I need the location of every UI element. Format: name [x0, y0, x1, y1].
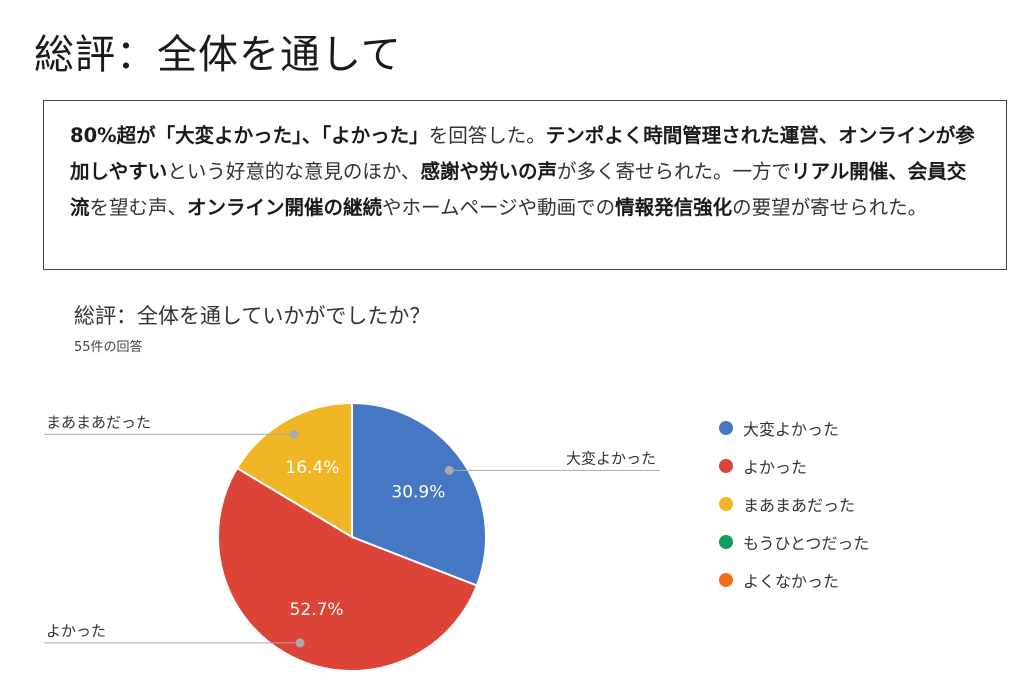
legend-label: まあまあだった: [743, 496, 856, 515]
summary-text: 80%超が「大変よかった」、「よかった」を回答した。テンポよく時間管理された運営…: [70, 124, 975, 219]
legend-swatch: [719, 535, 733, 549]
summary-segment: の要望が寄せられた。: [732, 196, 928, 219]
summary-segment: という好意的な意見のほか、: [167, 160, 421, 183]
legend-item: もうひとつだった: [719, 523, 869, 561]
callout-label: まあまあだった: [46, 413, 151, 431]
summary-emphasis: テンポよく時間管理された運営、オンラインが参加しやすい: [70, 124, 975, 183]
slice-percent-label: 30.9%: [391, 483, 445, 503]
legend-item: まあまあだった: [719, 485, 869, 523]
summary-box: 80%超が「大変よかった」、「よかった」を回答した。テンポよく時間管理された運営…: [43, 100, 1007, 270]
legend-label: よかった: [743, 458, 808, 477]
slice-percent-label: 52.7%: [290, 600, 344, 620]
legend-label: もうひとつだった: [743, 534, 870, 553]
callout-dot: [295, 638, 305, 648]
slice-percent-label: 16.4%: [285, 458, 339, 478]
pie-slice: [351, 401, 487, 587]
summary-segment: を望む声、: [89, 196, 188, 219]
summary-segment: を回答した。: [428, 124, 546, 147]
pie-slice: [217, 466, 479, 672]
legend-label: よくなかった: [743, 572, 840, 591]
legend-swatch: [719, 497, 733, 511]
legend-item: よくなかった: [719, 561, 869, 599]
legend-item: よかった: [719, 447, 869, 485]
summary-segment: が多く寄せられた。一方で: [556, 160, 791, 183]
legend-swatch: [719, 421, 733, 435]
callout-label: 大変よかった: [566, 449, 656, 467]
page-title: 総評：全体を通して: [34, 32, 402, 78]
pie-slice: [235, 401, 353, 539]
summary-emphasis: 情報発信強化: [615, 196, 733, 219]
summary-emphasis: オンライン開催の継続: [187, 196, 383, 219]
legend-item: 大変よかった: [719, 409, 869, 447]
legend-label: 大変よかった: [743, 420, 840, 439]
chart-legend: 大変よかった よかったまあまあだった もうひとつだった よくなかった: [719, 409, 869, 599]
summary-segment: やホームページや動画での: [382, 196, 616, 219]
callout-dot: [289, 429, 299, 439]
response-count: 55件の回答: [74, 340, 143, 355]
summary-emphasis: 80%超が「大変よかった」、「よかった」: [70, 124, 429, 147]
callout-label: よかった: [46, 622, 106, 640]
summary-emphasis: リアル開催、会員交流: [70, 160, 967, 219]
callout-dot: [444, 465, 454, 475]
legend-swatch: [719, 459, 733, 473]
question-title: 総評：全体を通していかがでしたか？: [74, 304, 431, 328]
legend-swatch: [719, 573, 733, 587]
summary-emphasis: 感謝や労いの声: [420, 160, 557, 183]
